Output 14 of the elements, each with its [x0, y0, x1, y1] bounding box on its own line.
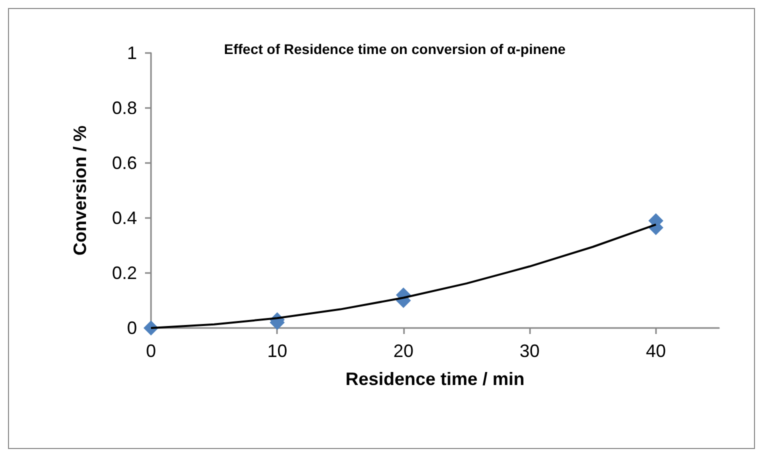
y-tick-label: 0.6: [112, 153, 137, 173]
y-tick-label: 0: [126, 318, 137, 338]
x-tick-label: 30: [520, 341, 540, 361]
x-tick-label: 20: [393, 341, 414, 361]
y-tick-label: 0.8: [112, 98, 137, 118]
x-tick-label: 40: [646, 341, 666, 361]
y-tick-label: 0.2: [112, 263, 137, 283]
chart-title: Effect of Residence time on conversion of α-pinene: [224, 41, 566, 57]
y-tick-label: 0.4: [112, 208, 137, 228]
y-axis-title: Conversion / %: [70, 125, 90, 256]
y-tick-label: 1: [126, 43, 137, 63]
x-tick-label: 10: [267, 341, 288, 361]
x-axis-title: Residence time / min: [345, 369, 525, 389]
x-tick-label: 0: [146, 341, 156, 361]
